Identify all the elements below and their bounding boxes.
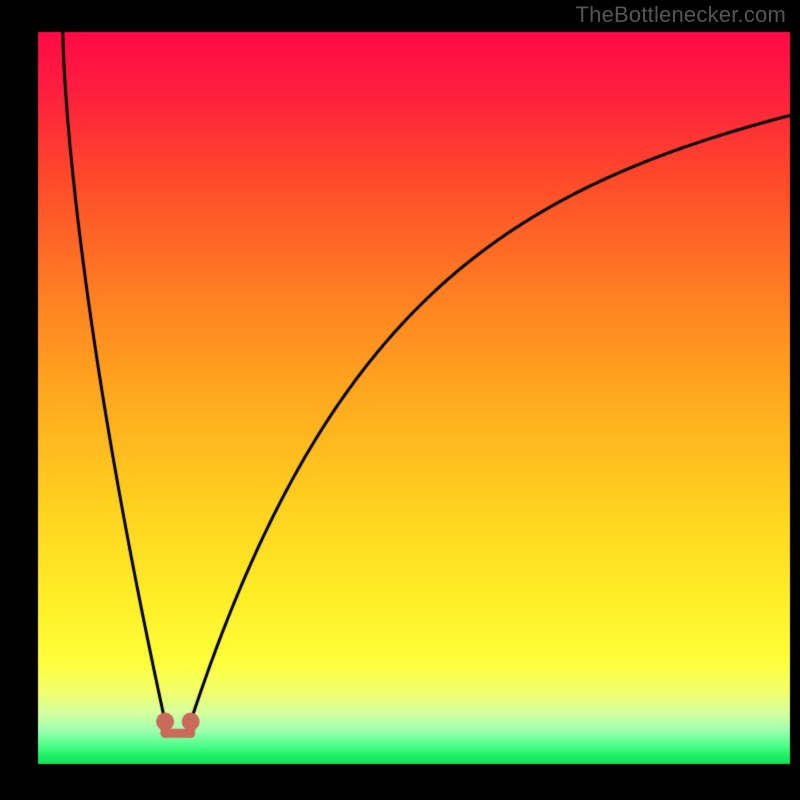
chart-root: TheBottlenecker.com xyxy=(0,0,800,800)
bottleneck-chart-canvas xyxy=(0,0,800,800)
